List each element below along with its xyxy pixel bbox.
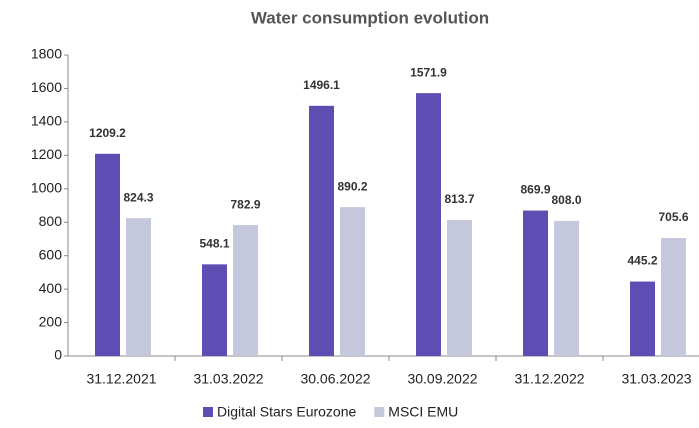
bar	[661, 238, 686, 356]
bar	[416, 93, 441, 357]
x-tick-label: 31.12.2021	[86, 371, 156, 387]
x-tick-label: 30.06.2022	[300, 371, 370, 387]
bar	[554, 220, 579, 356]
y-tick-label: 1600	[31, 79, 62, 95]
x-tick-label: 31.03.2022	[193, 371, 263, 387]
legend-swatch	[374, 407, 385, 417]
y-tick-label: 1200	[31, 146, 62, 162]
bar	[447, 219, 472, 356]
x-tick-label: 31.03.2023	[621, 371, 691, 387]
value-label: 1571.9	[410, 65, 447, 79]
bar	[126, 218, 151, 356]
x-tick-label: 30.09.2022	[407, 371, 477, 387]
legend-label: MSCI EMU	[388, 404, 458, 420]
value-label: 705.6	[658, 210, 688, 224]
value-label: 869.9	[520, 183, 550, 197]
y-tick-label: 400	[39, 280, 63, 296]
value-label: 1496.1	[303, 78, 340, 92]
legend-swatch	[203, 407, 213, 417]
value-label: 445.2	[627, 254, 657, 268]
y-tick-label: 1000	[31, 179, 62, 195]
value-label: 890.2	[337, 179, 367, 193]
x-tick-label: 31.12.2022	[514, 371, 584, 387]
y-tick-label: 800	[39, 213, 63, 229]
value-label: 548.1	[199, 237, 229, 251]
value-label: 813.7	[444, 192, 474, 206]
y-tick-label: 600	[39, 246, 63, 262]
value-label: 782.9	[230, 197, 260, 211]
y-tick-label: 1400	[31, 113, 62, 129]
legend-label: Digital Stars Eurozone	[217, 404, 357, 420]
y-tick-label: 200	[39, 313, 63, 329]
bar	[95, 153, 120, 356]
bar	[309, 105, 334, 356]
value-label: 1209.2	[89, 126, 126, 140]
chart-title: Water consumption evolution	[251, 8, 489, 27]
value-label: 824.3	[123, 190, 153, 204]
bar	[233, 225, 258, 356]
bar	[630, 281, 655, 356]
y-tick-label: 1800	[31, 46, 62, 62]
y-tick-label: 0	[54, 347, 62, 363]
bar	[523, 210, 548, 356]
bar	[340, 207, 365, 356]
value-label: 808.0	[551, 193, 581, 207]
bar	[202, 264, 227, 356]
